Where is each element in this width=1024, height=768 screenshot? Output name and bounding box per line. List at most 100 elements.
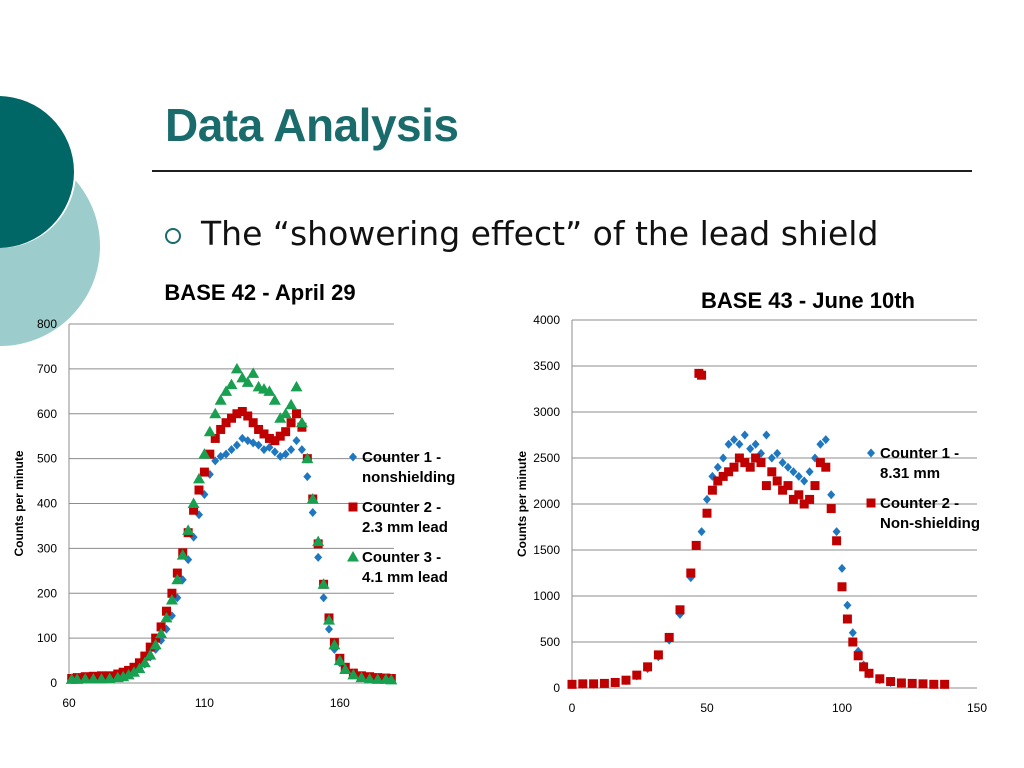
data-point-series-3 xyxy=(133,662,146,674)
data-point-series-3 xyxy=(79,672,92,684)
data-point-series-1 xyxy=(740,430,749,440)
data-point-series-2 xyxy=(707,485,717,495)
data-point-series-2 xyxy=(264,433,274,443)
data-point-series-2 xyxy=(713,476,723,486)
data-point-series-2 xyxy=(718,471,728,481)
data-point-series-1 xyxy=(724,439,733,449)
data-point-series-3 xyxy=(71,673,84,684)
data-point-series-3 xyxy=(220,385,233,396)
data-point-series-3 xyxy=(171,573,184,585)
data-point-series-2 xyxy=(864,668,874,678)
data-point-series-1 xyxy=(708,471,717,481)
data-point-series-2 xyxy=(210,433,220,443)
data-point-series-2 xyxy=(599,678,609,688)
data-point-series-3 xyxy=(371,673,384,684)
data-point-series-2 xyxy=(221,418,231,428)
data-point-series-1 xyxy=(800,476,809,486)
data-point-series-1 xyxy=(751,439,760,449)
data-point-series-2 xyxy=(270,436,280,446)
data-point-series-1 xyxy=(325,624,333,634)
data-point-series-1 xyxy=(703,494,711,504)
data-point-series-2 xyxy=(918,679,928,689)
data-point-series-2 xyxy=(837,582,847,592)
data-point-series-2 xyxy=(140,651,150,661)
data-point-series-3 xyxy=(160,611,173,623)
data-point-series-2 xyxy=(794,490,804,500)
data-point-series-2 xyxy=(621,675,631,685)
data-point-series-1 xyxy=(254,440,263,450)
data-point-series-2 xyxy=(821,462,831,472)
data-point-series-2 xyxy=(815,458,825,468)
data-point-series-2 xyxy=(751,453,761,463)
data-point-series-2 xyxy=(783,481,793,491)
legend-marker xyxy=(349,452,357,462)
data-point-series-1 xyxy=(314,552,323,562)
data-point-series-1 xyxy=(746,444,755,454)
data-point-series-1 xyxy=(232,440,241,450)
data-point-series-3 xyxy=(122,668,135,680)
y-tick-label: 2500 xyxy=(533,451,560,465)
legend-label-series-1: Counter 1 -nonshielding xyxy=(362,449,455,486)
data-point-series-2 xyxy=(729,462,739,472)
data-point-series-2 xyxy=(248,418,258,428)
y-tick-label: 500 xyxy=(540,635,560,649)
y-axis-label: Counts per minute xyxy=(12,450,26,556)
data-point-series-2 xyxy=(275,431,285,441)
data-point-series-2 xyxy=(254,424,264,434)
hollow-circle-bullet-icon xyxy=(165,227,181,244)
data-point-series-2 xyxy=(589,679,599,689)
data-point-series-3 xyxy=(333,654,346,666)
data-point-series-2 xyxy=(859,662,869,672)
data-point-series-2 xyxy=(740,458,750,468)
y-tick-label: 600 xyxy=(37,407,57,421)
data-point-series-3 xyxy=(176,549,189,560)
data-point-series-1 xyxy=(222,449,231,459)
data-point-series-1 xyxy=(816,439,825,449)
data-point-series-2 xyxy=(664,632,674,642)
data-point-series-2 xyxy=(778,485,788,495)
data-point-series-2 xyxy=(940,679,950,689)
data-point-series-1 xyxy=(292,436,301,446)
data-point-series-1 xyxy=(281,449,290,459)
data-point-series-1 xyxy=(319,593,328,603)
data-point-series-1 xyxy=(730,435,738,445)
data-point-series-2 xyxy=(227,413,236,423)
data-point-series-2 xyxy=(848,637,858,647)
data-point-series-3 xyxy=(385,673,398,685)
data-point-series-1 xyxy=(249,438,258,448)
data-point-series-1 xyxy=(794,471,803,481)
data-point-series-1 xyxy=(848,628,857,638)
chart-base-42: BASE 42 - April 29 0 100 200 300 400 500 600 700… xyxy=(12,280,455,710)
data-point-series-2 xyxy=(724,467,734,477)
data-point-series-2 xyxy=(281,427,291,437)
data-point-series-1 xyxy=(308,507,317,517)
slide-title: Data Analysis xyxy=(165,99,459,151)
data-point-series-3 xyxy=(230,362,243,374)
data-point-series-3 xyxy=(363,672,376,684)
data-point-series-2 xyxy=(788,494,798,504)
data-point-series-2 xyxy=(643,662,653,672)
data-point-series-2 xyxy=(842,614,852,624)
data-point-series-3 xyxy=(295,416,308,428)
data-point-series-1 xyxy=(832,527,841,537)
chart-title: BASE 42 - April 29 xyxy=(164,280,355,305)
data-point-series-2 xyxy=(259,429,269,439)
data-point-series-1 xyxy=(686,573,695,583)
data-point-series-2 xyxy=(745,462,755,472)
data-point-series-3 xyxy=(138,656,151,668)
legend-label-series-2: Counter 2 -Non-shielding xyxy=(880,495,980,532)
data-point-series-1 xyxy=(805,467,814,477)
x-tick-label: 150 xyxy=(967,701,987,715)
data-point-series-2 xyxy=(675,605,685,615)
data-point-series-2 xyxy=(697,370,707,380)
data-point-series-2 xyxy=(832,536,842,546)
data-point-series-2 xyxy=(853,651,863,661)
data-point-series-2 xyxy=(162,606,171,616)
data-point-series-1 xyxy=(713,462,722,472)
decorative-circles xyxy=(0,96,100,346)
data-point-series-1 xyxy=(227,445,236,455)
data-point-series-2 xyxy=(734,453,744,463)
data-point-series-3 xyxy=(203,425,216,437)
data-point-series-1 xyxy=(789,467,798,477)
data-point-series-3 xyxy=(182,524,195,535)
